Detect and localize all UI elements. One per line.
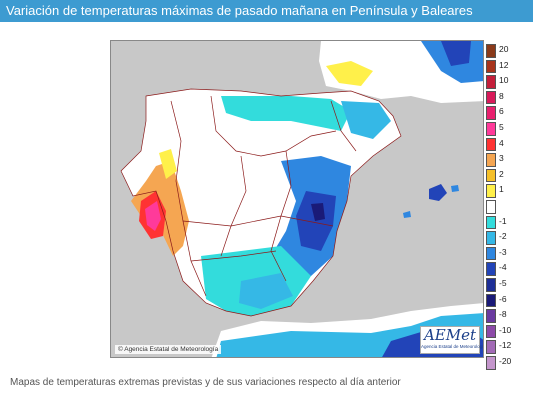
legend-swatch — [486, 75, 496, 89]
legend-label: -2 — [499, 231, 507, 242]
aemet-logo-subtitle: Agencia Estatal de Meteorología — [421, 344, 484, 349]
legend-label: 5 — [499, 122, 504, 132]
france-warm-area — [326, 61, 373, 86]
legend-label: 8 — [499, 90, 504, 101]
legend-swatch — [486, 215, 496, 230]
legend-label: -12 — [499, 340, 512, 351]
legend-label: 3 — [499, 153, 504, 164]
legend-label: 1 — [499, 184, 504, 195]
aemet-logo-name: AEMet — [423, 326, 477, 344]
legend-label: 4 — [499, 137, 504, 148]
legend-swatch — [486, 231, 496, 245]
map-title-bar: Variación de temperaturas máximas de pas… — [0, 0, 533, 22]
map-title: Variación de temperaturas máximas de pas… — [6, 3, 473, 18]
legend-swatch — [486, 184, 496, 198]
legend-swatch — [486, 59, 496, 74]
legend-label: 10 — [499, 75, 509, 86]
legend-swatch — [486, 324, 496, 339]
color-scale-legend: 20 12 10 8 6 5 4 3 2 1 -1 -2 -3 -4 -5 -6 -8 -10 -12 -20 — [486, 44, 532, 370]
north-cold-area — [221, 96, 351, 131]
legend-swatch — [486, 340, 496, 354]
legend-label: -20 — [499, 356, 512, 366]
legend-label: -5 — [499, 278, 507, 288]
mallorca — [429, 184, 447, 201]
aemet-logo: AEMet Agencia Estatal de Meteorología — [420, 326, 484, 354]
legend-swatch — [486, 122, 496, 136]
valencia-colder-area — [296, 191, 336, 251]
legend-swatch — [486, 200, 496, 214]
legend-label: -4 — [499, 262, 507, 273]
legend-label: 20 — [499, 44, 509, 54]
pyrenees-cold-area — [341, 101, 391, 139]
legend-swatch — [486, 106, 496, 120]
legend-label: -6 — [499, 293, 507, 304]
legend-swatch — [486, 44, 496, 58]
legend-label: -3 — [499, 246, 507, 257]
legend-label: 2 — [499, 168, 504, 179]
legend-swatch — [486, 356, 496, 370]
legend-swatch — [486, 90, 496, 105]
legend-swatch — [486, 278, 496, 292]
map-canvas — [111, 41, 483, 357]
legend-swatch — [486, 153, 496, 167]
south-colder-area — [239, 273, 293, 309]
menorca — [451, 185, 459, 192]
ibiza — [403, 211, 411, 218]
legend-label: -1 — [499, 215, 507, 226]
lisbon-hottest-area — [145, 201, 161, 231]
map-credit: © Agencia Estatal de Meteorología — [115, 345, 222, 354]
legend-label: 12 — [499, 59, 509, 70]
legend-swatch — [486, 293, 496, 308]
legend-label: 6 — [499, 106, 504, 117]
legend-swatch — [486, 309, 496, 323]
north-portugal-warm-area — [159, 149, 177, 179]
legend-label: -10 — [499, 324, 512, 335]
map-caption: Mapas de temperaturas extremas previstas… — [10, 377, 401, 388]
legend-swatch — [486, 262, 496, 276]
legend-swatch — [486, 246, 496, 261]
valencia-coldest-area — [311, 203, 325, 221]
regional-borders — [120, 88, 402, 317]
legend-swatch — [486, 168, 496, 183]
legend-label: -8 — [499, 309, 507, 320]
temperature-variation-map: © Agencia Estatal de Meteorología AEMet … — [110, 40, 484, 358]
legend-swatch — [486, 137, 496, 152]
alps-colder-area — [441, 41, 471, 66]
